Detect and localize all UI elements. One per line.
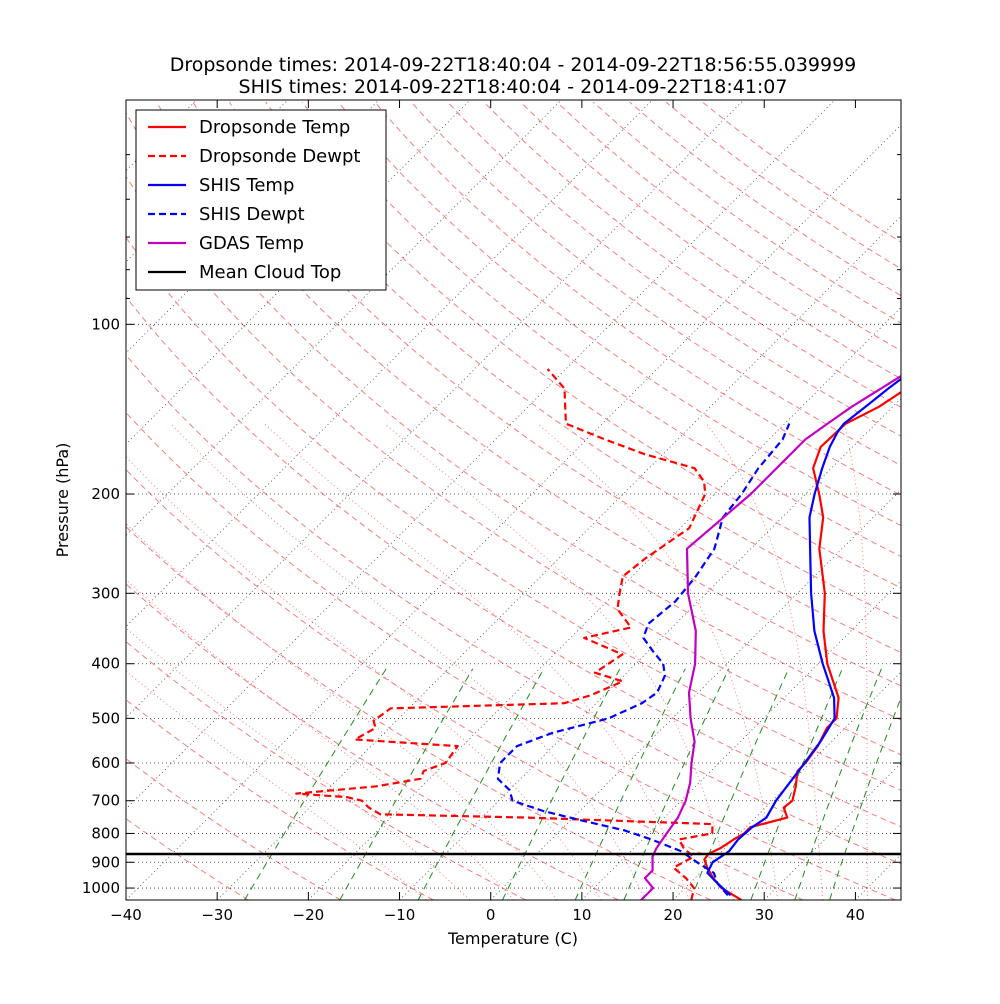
chart-subtitle: SHIS times: 2014-09-22T18:40:04 - 2014-0… <box>239 76 788 98</box>
moist-adiabat-line <box>171 424 645 900</box>
legend-label: GDAS Temp <box>199 233 304 254</box>
moist-adiabat-line <box>264 424 689 900</box>
isotherm-line <box>673 100 1000 900</box>
dry-adiabat-line <box>703 102 1000 900</box>
y-tick-label: 400 <box>91 655 120 673</box>
legend-label: SHIS Dewpt <box>199 204 305 225</box>
x-tick-label: 10 <box>572 906 591 924</box>
mixing-ratio-line <box>830 669 913 900</box>
x-tick-label: −10 <box>384 906 416 924</box>
moist-adiabat-line <box>384 424 733 900</box>
mixing-ratio-line <box>245 669 387 900</box>
x-tick-label: −30 <box>201 906 233 924</box>
isotherm-line <box>855 100 1000 900</box>
y-axis-label: Pressure (hPa) <box>53 443 72 558</box>
isotherm-line <box>947 100 1000 900</box>
series-shis-dewpt <box>498 424 789 896</box>
dry-adiabat-line <box>448 102 1000 900</box>
y-tick-label: 900 <box>91 853 120 871</box>
legend-label: Dropsonde Temp <box>199 117 350 138</box>
x-tick-label: −20 <box>293 906 325 924</box>
isotherm-line <box>308 100 1000 900</box>
y-tick-label: 300 <box>91 584 120 602</box>
x-tick-label: 40 <box>846 906 865 924</box>
moist-adiabat-line <box>844 424 868 900</box>
moist-adiabat-line <box>706 424 823 900</box>
series-dropsonde-dewpt <box>296 369 712 900</box>
dry-adiabat-line <box>375 102 1000 900</box>
x-axis-label: Temperature (C) <box>447 929 578 948</box>
x-tick-label: −40 <box>110 906 142 924</box>
dry-adiabat-line <box>521 102 1000 900</box>
legend-label: Mean Cloud Top <box>199 262 341 283</box>
y-tick-label: 200 <box>91 485 120 503</box>
dry-adiabat-line <box>666 102 1000 900</box>
dry-adiabat-line <box>630 102 1000 900</box>
y-tick-label: 800 <box>91 824 120 842</box>
legend-label: SHIS Temp <box>199 175 294 196</box>
legend: Dropsonde Temp Dropsonde Dewpt SHIS Temp SH… <box>136 110 386 290</box>
moist-adiabat-line <box>0 424 513 900</box>
x-tick-label: 0 <box>486 906 496 924</box>
isotherm-line <box>764 100 1000 900</box>
series-shis-temp <box>707 100 1000 895</box>
y-tick-label: 700 <box>91 792 120 810</box>
moist-adiabat-line <box>537 424 778 900</box>
mixing-ratio-line <box>575 669 685 900</box>
y-tick-label: 1000 <box>82 879 120 897</box>
dry-adiabat-line <box>557 102 1000 900</box>
mixing-ratio-line <box>340 669 473 900</box>
y-tick-label: 100 <box>91 315 120 333</box>
y-tick-label: 500 <box>91 709 120 727</box>
x-tick-label: 20 <box>664 906 683 924</box>
dry-adiabat-line <box>0 102 803 900</box>
chart-title: Dropsonde times: 2014-09-22T18:40:04 - 2… <box>170 54 857 76</box>
legend-label: Dropsonde Dewpt <box>199 146 360 167</box>
y-tick-label: 600 <box>91 754 120 772</box>
x-tick-label: 30 <box>755 906 774 924</box>
